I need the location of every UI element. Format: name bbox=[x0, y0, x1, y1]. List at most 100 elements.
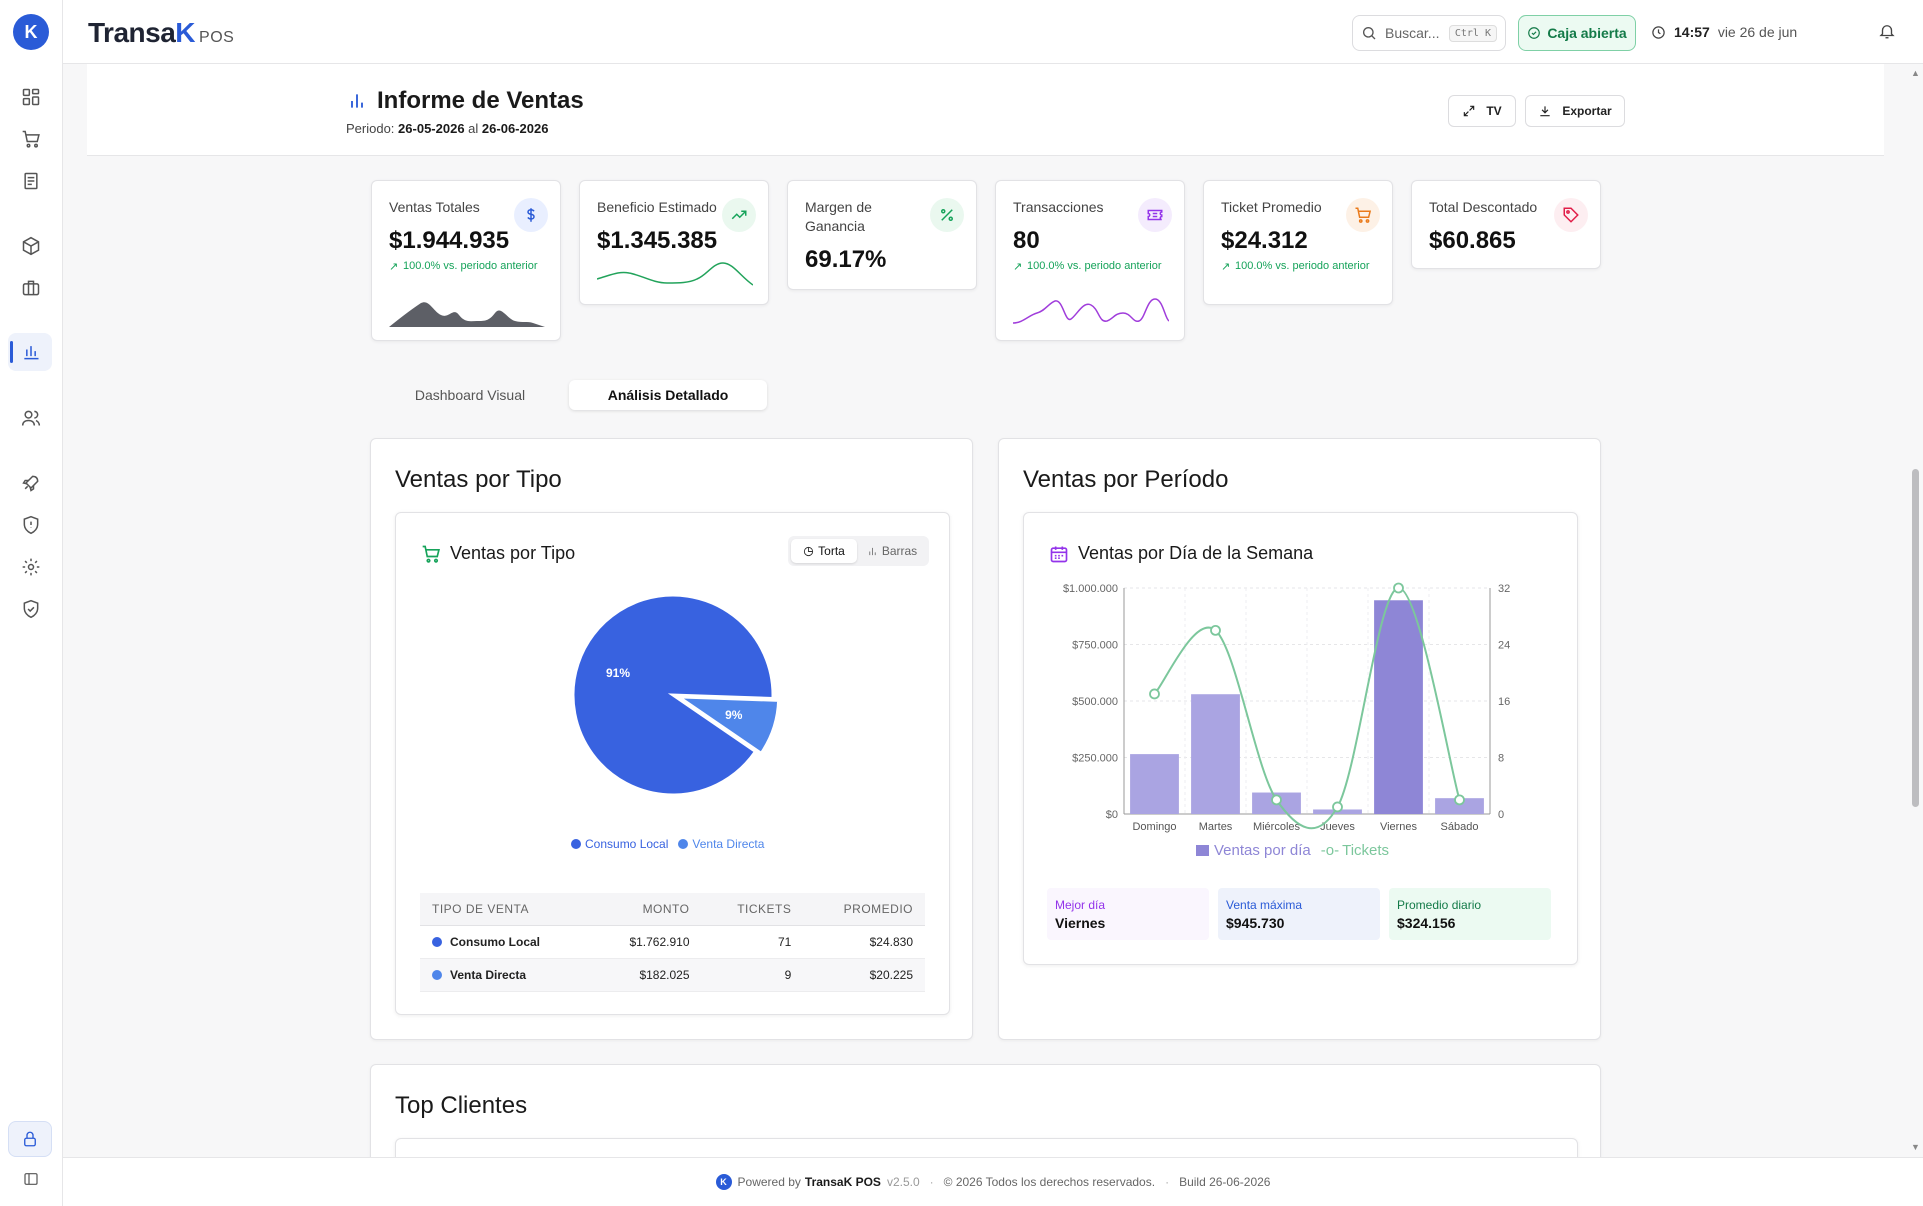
y-left-tick-label: $250.000 bbox=[1072, 753, 1118, 765]
tickets-point-viernes[interactable] bbox=[1393, 582, 1404, 594]
x-tick-label: Viernes bbox=[1380, 821, 1418, 833]
panel-title: Ventas por Período bbox=[1023, 466, 1229, 493]
clock-icon bbox=[1652, 25, 1665, 39]
chart-icon[interactable] bbox=[19, 340, 43, 364]
download-icon bbox=[1540, 106, 1550, 117]
legend-swatch-bar bbox=[1196, 845, 1209, 856]
app-logo[interactable]: K bbox=[13, 14, 49, 50]
bell-icon[interactable] bbox=[1878, 22, 1896, 45]
chart-type-toggle: Torta Barras bbox=[788, 536, 929, 566]
y-left-tick-label: $750.000 bbox=[1072, 640, 1118, 652]
toggle-pie-button[interactable]: Torta bbox=[791, 539, 857, 563]
panel-title: Top Clientes bbox=[395, 1092, 528, 1119]
page-title: Informe de Ventas bbox=[347, 87, 584, 115]
export-button[interactable]: Exportar bbox=[1525, 95, 1625, 127]
sparkline-transacciones bbox=[1013, 298, 1169, 324]
col-tickets: TICKETS bbox=[701, 893, 804, 926]
kpi-ventas-totales: Ventas Totales $1.944.935 ↗ 100.0% vs. pe… bbox=[371, 180, 561, 341]
clock-date: vie 26 de jun bbox=[1717, 24, 1798, 40]
users-icon[interactable] bbox=[19, 406, 43, 430]
tickets-point-miércoles[interactable] bbox=[1271, 794, 1282, 806]
tab-dashboard-visual[interactable]: Dashboard Visual bbox=[414, 387, 526, 403]
briefcase-icon[interactable] bbox=[19, 276, 43, 300]
y-left-tick-label: $0 bbox=[1106, 809, 1118, 821]
tv-mode-button[interactable]: TV bbox=[1448, 95, 1516, 127]
cart-icon bbox=[1346, 198, 1380, 232]
scrollbar-thumb[interactable] bbox=[1912, 469, 1919, 807]
ticket-icon bbox=[1138, 198, 1172, 232]
y-right-tick-label: 16 bbox=[1498, 696, 1510, 708]
y-right-tick-label: 8 bbox=[1498, 753, 1504, 765]
legend-label-consumo-local: Consumo Local bbox=[585, 837, 669, 851]
sales-type-table: TIPO DE VENTA MONTO TICKETS PROMEDIO Con… bbox=[420, 893, 925, 992]
scroll-up-arrow[interactable]: ▲ bbox=[1911, 68, 1920, 78]
bar-sábado[interactable] bbox=[1435, 798, 1484, 814]
tab-analisis-detallado[interactable]: Análisis Detallado bbox=[569, 380, 767, 410]
sidebar-active-indicator bbox=[10, 341, 13, 363]
pie-legend: Consumo Local Venta Directa bbox=[571, 837, 764, 851]
clock: 14:57 vie 26 de jun bbox=[1651, 24, 1797, 40]
y-right-tick-label: 32 bbox=[1498, 583, 1510, 595]
col-tipo: TIPO DE VENTA bbox=[420, 893, 592, 926]
pie-slice-consumo-local[interactable] bbox=[571, 593, 775, 797]
gear-icon[interactable] bbox=[19, 555, 43, 579]
bar-domingo[interactable] bbox=[1130, 754, 1179, 814]
tickets-point-jueves[interactable] bbox=[1332, 801, 1343, 813]
stat-venta-maxima: Venta máxima $945.730 bbox=[1218, 888, 1380, 940]
table-header-row: TIPO DE VENTA MONTO TICKETS PROMEDIO bbox=[420, 893, 925, 926]
bar-martes[interactable] bbox=[1191, 694, 1240, 814]
sparkline-beneficio-estimado bbox=[597, 262, 753, 286]
table-row: Venta Directa $182.025 9 $20.225 bbox=[420, 958, 925, 992]
card-title: Ventas por Día de la Semana bbox=[1049, 543, 1313, 564]
dollar-icon bbox=[514, 198, 548, 232]
pie-label-venta-directa: 9% bbox=[725, 708, 743, 722]
stat-mejor-dia: Mejor día Viernes bbox=[1047, 888, 1209, 940]
cart-icon[interactable] bbox=[19, 127, 43, 151]
tickets-point-martes[interactable] bbox=[1210, 624, 1221, 636]
shield-check-icon[interactable] bbox=[19, 597, 43, 621]
col-monto: MONTO bbox=[592, 893, 702, 926]
row-color-dot bbox=[432, 936, 442, 947]
card-ventas-por-tipo: Ventas por Tipo Torta Barras 9% 91% Consu… bbox=[395, 512, 950, 1015]
sidebar-toggle-icon[interactable] bbox=[19, 1167, 43, 1191]
cart-icon bbox=[422, 545, 440, 563]
lock-icon bbox=[24, 1131, 36, 1147]
col-promedio: PROMEDIO bbox=[803, 893, 925, 926]
kpi-transacciones: Transacciones 80 ↗ 100.0% vs. periodo ant… bbox=[995, 180, 1185, 341]
tickets-point-sábado[interactable] bbox=[1454, 794, 1465, 806]
footer-logo: K bbox=[715, 1174, 732, 1190]
pie-chart-icon bbox=[804, 546, 814, 556]
panel-title: Ventas por Tipo bbox=[395, 466, 562, 493]
row-color-dot bbox=[432, 969, 442, 980]
bar-viernes[interactable] bbox=[1374, 600, 1423, 814]
brand-name: TransaK POS bbox=[88, 17, 235, 48]
legend-dot bbox=[678, 839, 689, 849]
table-row: Consumo Local $1.762.910 71 $24.830 bbox=[420, 925, 925, 959]
pie-slice-venta-directa[interactable] bbox=[673, 695, 781, 756]
dashboard-icon[interactable] bbox=[19, 85, 43, 109]
clock-time: 14:57 bbox=[1674, 24, 1710, 40]
search-input[interactable]: Buscar... Ctrl K bbox=[1352, 15, 1506, 51]
shield-alert-icon[interactable] bbox=[19, 513, 43, 537]
sidebar: K bbox=[0, 0, 63, 1206]
pie-chart: 9% 91% bbox=[571, 593, 781, 797]
view-tabs: Dashboard Visual Análisis Detallado bbox=[370, 380, 767, 412]
kpi-total-descontado: Total Descontado $60.865 bbox=[1411, 180, 1601, 269]
scroll-down-arrow[interactable]: ▼ bbox=[1911, 1142, 1920, 1152]
document-icon[interactable] bbox=[19, 169, 43, 193]
toggle-bar-button[interactable]: Barras bbox=[858, 539, 926, 563]
kpi-beneficio-estimado: Beneficio Estimado $1.345.385 bbox=[579, 180, 769, 305]
rocket-icon[interactable] bbox=[19, 471, 43, 495]
legend-dot bbox=[571, 839, 581, 849]
cash-register-status-button[interactable]: Caja abierta bbox=[1518, 15, 1636, 51]
box-icon[interactable] bbox=[19, 234, 43, 258]
pie-label-consumo-local: 91% bbox=[606, 666, 630, 680]
lock-button[interactable] bbox=[8, 1121, 52, 1157]
kpi-margen-ganancia: Margen de Ganancia 69.17% bbox=[787, 180, 977, 290]
tickets-point-domingo[interactable] bbox=[1149, 688, 1160, 700]
x-tick-label: Domingo bbox=[1132, 821, 1176, 833]
legend-swatch-line: -o- bbox=[1320, 842, 1340, 859]
scrollbar[interactable]: ▲ ▼ bbox=[1909, 64, 1923, 1157]
report-period: Periodo: 26-05-2026 al 26-06-2026 bbox=[346, 121, 549, 136]
legend-label-venta-directa: Venta Directa bbox=[692, 837, 765, 851]
